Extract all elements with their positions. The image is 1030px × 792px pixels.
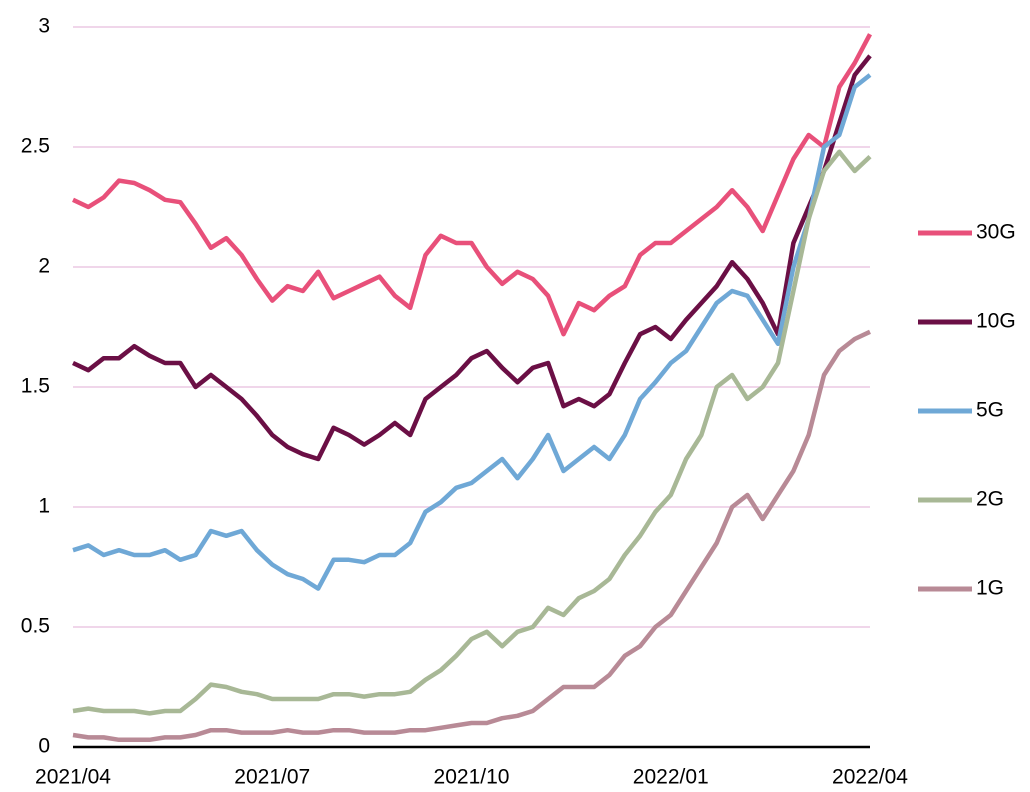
series-line — [72, 149, 872, 716]
series-line — [72, 73, 872, 591]
series-line — [72, 54, 872, 462]
y-tick-label: 2 — [38, 255, 50, 278]
x-tick-label: 2021/04 — [35, 766, 111, 789]
x-tick-label: 2022/04 — [832, 766, 908, 789]
y-tick-label: 1.5 — [21, 375, 50, 398]
y-tick-label: 2.5 — [21, 135, 50, 158]
legend-label: 1G — [976, 577, 1004, 600]
legend-label: 30G — [976, 221, 1016, 244]
x-tick-label: 2021/07 — [234, 766, 310, 789]
legend-label: 2G — [976, 488, 1004, 511]
x-tick-label: 2022/01 — [633, 766, 709, 789]
y-tick-label: 0.5 — [21, 615, 50, 638]
y-tick-label: 3 — [38, 15, 50, 38]
series-line — [72, 33, 872, 337]
series-line — [72, 329, 871, 743]
y-tick-label: 1 — [38, 495, 50, 518]
legend-label: 10G — [976, 310, 1016, 333]
legend-label: 5G — [976, 399, 1004, 422]
y-tick-label: 0 — [38, 735, 50, 758]
x-tick-label: 2021/10 — [434, 766, 510, 789]
